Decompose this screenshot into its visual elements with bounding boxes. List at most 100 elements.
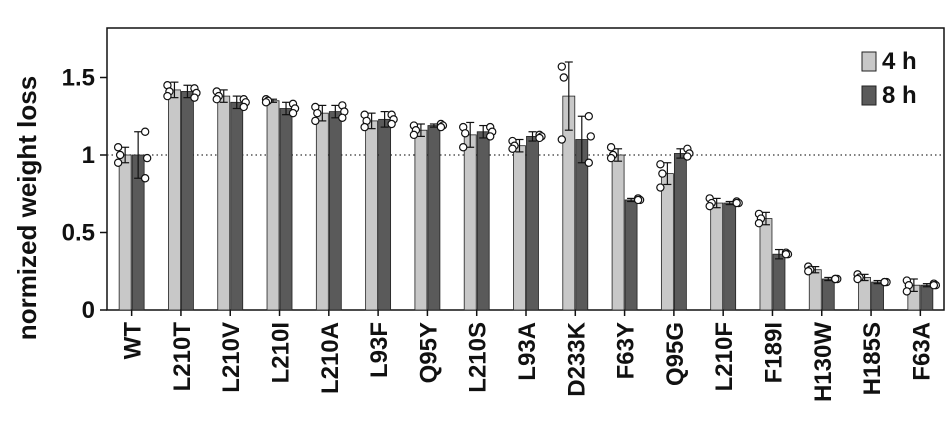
- data-point: [656, 183, 665, 192]
- data-point: [113, 143, 123, 152]
- data-point: [535, 133, 544, 143]
- bar: [513, 145, 526, 311]
- data-point: [360, 122, 369, 132]
- bar: [181, 91, 194, 311]
- bar: [414, 129, 428, 311]
- bar: [230, 101, 244, 311]
- x-tick-label: L210I: [268, 322, 295, 383]
- data-point: [683, 152, 692, 161]
- data-point: [584, 112, 593, 121]
- data-point: [311, 116, 320, 126]
- data-point: [261, 98, 271, 107]
- data-point: [853, 274, 862, 284]
- bar: [476, 131, 490, 311]
- data-point: [804, 267, 813, 276]
- legend: 4 h8 h: [861, 48, 917, 109]
- data-point: [781, 249, 791, 259]
- data-point: [140, 174, 150, 183]
- x-tick-label: F63Y: [613, 322, 640, 379]
- data-point: [486, 132, 495, 141]
- data-point: [142, 153, 152, 163]
- y-tick-label: 1: [82, 142, 95, 169]
- x-tick-label: L93F: [366, 322, 393, 378]
- data-point: [338, 113, 347, 123]
- data-point: [586, 132, 595, 141]
- x-tick-label: L93A: [514, 322, 541, 381]
- bar: [660, 173, 674, 311]
- bar: [673, 153, 687, 311]
- data-point: [113, 158, 123, 167]
- data-point: [115, 150, 125, 160]
- data-point: [557, 62, 566, 71]
- bar: [871, 281, 884, 311]
- y-tick-label: 1.5: [62, 65, 95, 92]
- data-point: [461, 129, 470, 138]
- data-point: [140, 127, 150, 136]
- bar: [710, 202, 724, 311]
- x-tick-label: D233K: [563, 321, 590, 396]
- data-point: [557, 135, 566, 144]
- bar: [378, 118, 392, 311]
- x-tick-label: L210S: [465, 322, 492, 393]
- bar: [858, 277, 871, 311]
- data-point: [436, 122, 446, 132]
- data-point: [212, 94, 221, 104]
- data-point: [288, 108, 298, 118]
- bar: [759, 218, 773, 311]
- legend-label: 4 h: [882, 48, 917, 75]
- data-point: [705, 201, 714, 211]
- data-point: [163, 91, 172, 101]
- bar: [624, 199, 638, 311]
- x-tick-label: H130W: [810, 322, 837, 402]
- data-point: [880, 277, 889, 287]
- x-tick-label: L210A: [317, 322, 344, 394]
- bar: [279, 108, 293, 311]
- data-point: [584, 158, 593, 167]
- data-point: [387, 119, 396, 129]
- x-tick-label: F63A: [908, 322, 935, 381]
- x-tick-label: L210F: [711, 322, 738, 391]
- legend-label: 8 h: [882, 82, 917, 109]
- x-tick-label: WT: [120, 322, 147, 360]
- y-axis-label: normized weight loss: [12, 76, 42, 340]
- data-point: [831, 274, 840, 284]
- x-tick-label: H185S: [859, 322, 886, 395]
- bar: [427, 125, 441, 311]
- bar: [920, 284, 934, 311]
- data-point: [929, 281, 939, 290]
- data-point: [606, 153, 616, 163]
- data-point: [754, 218, 764, 228]
- bar: [266, 100, 280, 311]
- data-point: [508, 144, 517, 153]
- bar: [723, 202, 737, 311]
- y-tick-label: 0: [82, 297, 95, 324]
- plot-area: 0 0.5 1 1.5 WT L210T L210V L210I L210A L93F Q95Y L2…: [62, 27, 945, 402]
- bar: [365, 120, 379, 311]
- data-point: [559, 73, 568, 82]
- x-tick-label: Q95G: [662, 322, 689, 386]
- legend-swatch: [861, 85, 877, 106]
- bar: [118, 154, 132, 311]
- x-tick-label: L210V: [218, 322, 245, 393]
- data-point: [902, 287, 912, 296]
- data-point: [732, 198, 741, 208]
- data-point: [409, 130, 419, 140]
- bar: [463, 134, 477, 311]
- x-tick-label: Q95Y: [415, 322, 442, 383]
- legend-swatch: [861, 51, 877, 72]
- data-point: [658, 169, 667, 178]
- bar: [217, 95, 231, 311]
- bar: [611, 154, 625, 311]
- bar: [808, 269, 822, 311]
- data-point: [656, 160, 665, 169]
- data-point: [633, 195, 643, 205]
- x-tick-label: F189I: [760, 322, 787, 383]
- bar: [821, 278, 835, 311]
- bar: [526, 135, 539, 311]
- data-point: [190, 93, 199, 102]
- data-point: [239, 102, 248, 112]
- bar: [168, 89, 181, 311]
- x-tick-label: L210T: [169, 322, 196, 392]
- bar: [328, 111, 342, 311]
